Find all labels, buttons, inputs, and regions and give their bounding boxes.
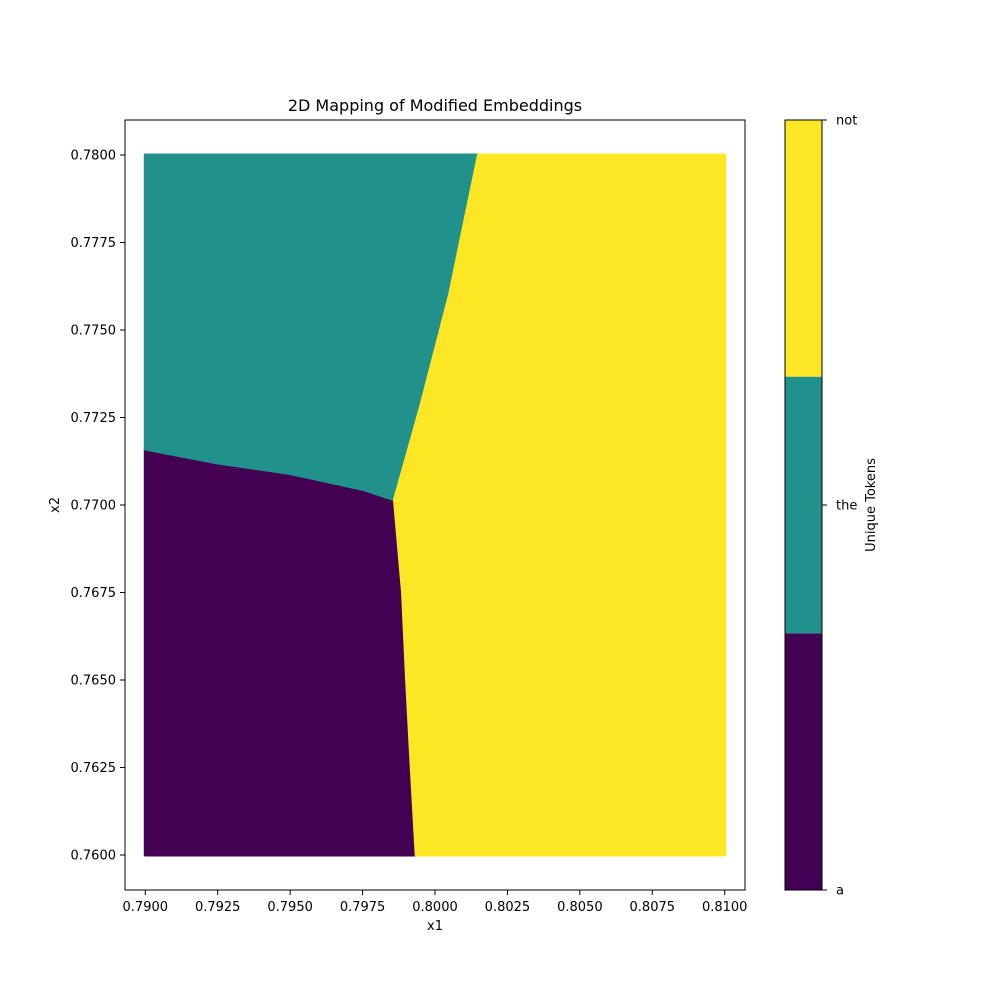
y-axis-label: x2	[48, 497, 63, 513]
colorbar-tick-label: a	[836, 884, 844, 899]
y-tick-label: 0.7700	[71, 499, 117, 514]
y-tick-label: 0.7750	[71, 324, 117, 339]
x-axis: 0.7900 0.7925 0.7950 0.7975 0.8000 0.8025 0.80…	[123, 890, 748, 915]
y-tick-label: 0.7675	[71, 586, 117, 601]
x-tick-label: 0.8000	[412, 900, 458, 915]
x-tick-label: 0.7925	[195, 900, 241, 915]
colorbar-segment-not	[785, 120, 822, 377]
plot-regions	[143, 153, 727, 857]
colorbar-tick-label: not	[836, 114, 857, 129]
x-tick-label: 0.7950	[267, 900, 313, 915]
x-tick-label: 0.8025	[485, 900, 531, 915]
x-tick-label: 0.8100	[702, 900, 748, 915]
region-a	[143, 447, 418, 857]
colorbar-segment-a	[785, 633, 822, 890]
colorbar: a the not	[784, 114, 857, 899]
y-tick-label: 0.7725	[71, 411, 117, 426]
x-axis-label: x1	[427, 919, 443, 934]
x-tick-label: 0.8075	[630, 900, 676, 915]
y-tick-label: 0.7625	[71, 761, 117, 776]
x-tick-label: 0.7900	[123, 900, 169, 915]
y-tick-label: 0.7775	[71, 236, 117, 251]
chart-title: 2D Mapping of Modified Embeddings	[288, 96, 582, 115]
colorbar-tick-label: the	[836, 499, 857, 514]
y-tick-label: 0.7600	[71, 849, 117, 864]
y-tick-label: 0.7800	[71, 149, 117, 164]
y-tick-label: 0.7650	[71, 674, 117, 689]
y-axis: 0.7600 0.7625 0.7650 0.7675 0.7700 0.7725 0.77…	[71, 149, 125, 864]
x-tick-label: 0.7975	[340, 900, 386, 915]
colorbar-segment-the	[785, 376, 822, 634]
colorbar-label: Unique Tokens	[864, 458, 879, 552]
region-not	[392, 153, 727, 857]
x-tick-label: 0.8050	[557, 900, 603, 915]
